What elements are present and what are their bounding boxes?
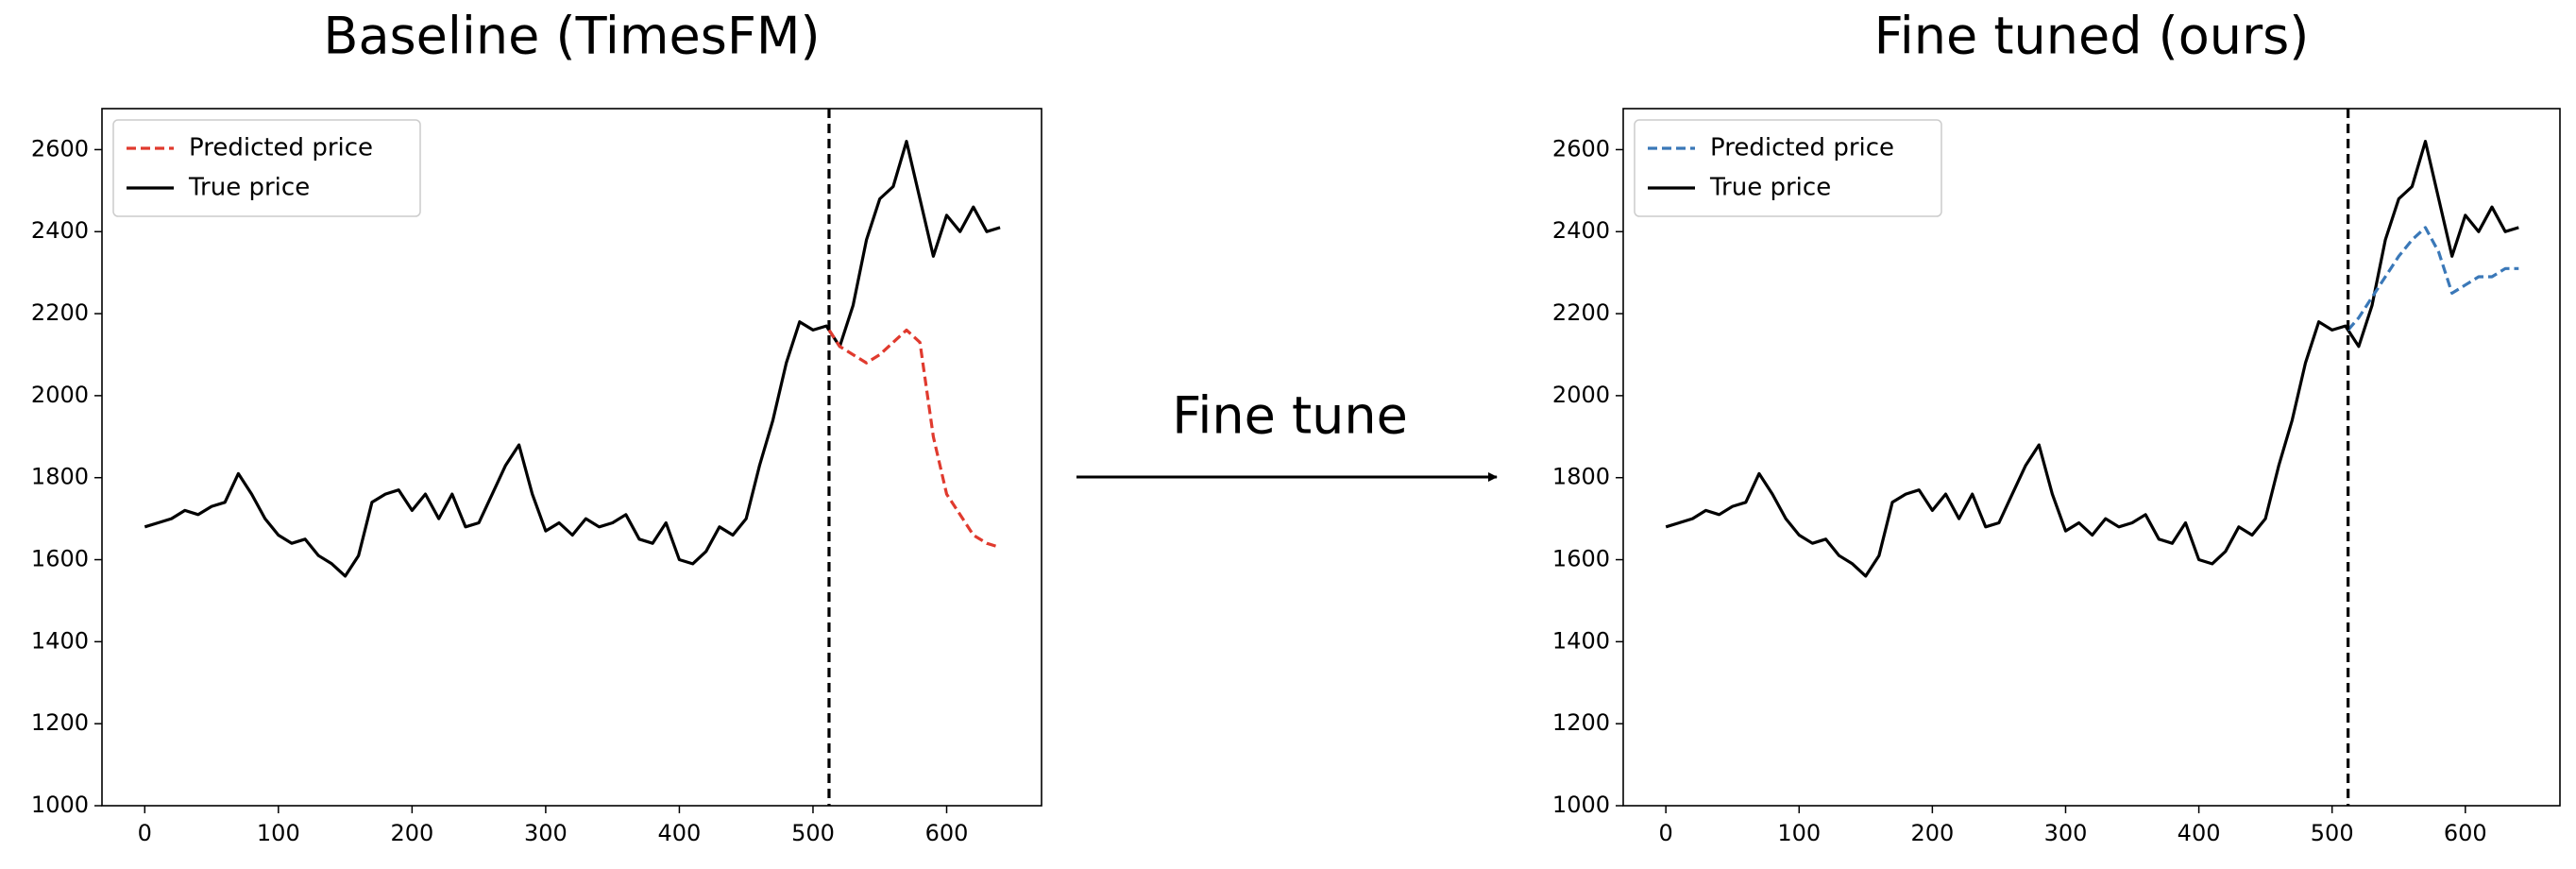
x-tick-label: 0 [1659, 820, 1673, 846]
x-tick-label: 300 [2044, 820, 2088, 846]
chart-title: Fine tuned (ours) [1874, 7, 2310, 66]
series-line [827, 328, 1001, 550]
y-tick-label: 1000 [1552, 792, 1610, 818]
y-tick-label: 2200 [31, 299, 89, 326]
series-line [2347, 226, 2519, 332]
y-tick-label: 2600 [31, 135, 89, 162]
x-tick-label: 600 [2444, 820, 2487, 846]
x-tick-label: 500 [2311, 820, 2354, 846]
y-tick-label: 1600 [31, 546, 89, 572]
x-tick-label: 500 [791, 820, 835, 846]
annotation: Fine tune [1172, 386, 1408, 446]
chart-title: Baseline (TimesFM) [323, 7, 820, 66]
y-tick-label: 2000 [1552, 382, 1610, 408]
y-tick-label: 1400 [1552, 627, 1610, 654]
y-tick-label: 2600 [1552, 135, 1610, 162]
series-line [144, 140, 1001, 578]
y-tick-label: 1400 [31, 627, 89, 654]
y-tick-label: 2000 [31, 382, 89, 408]
x-tick-label: 200 [390, 820, 433, 846]
legend-label: True price [188, 174, 310, 202]
plot-frame [1622, 108, 2561, 807]
series-line [1665, 140, 2519, 578]
x-tick-label: 200 [1910, 820, 1954, 846]
x-tick-label: 100 [1777, 820, 1821, 846]
legend-label: Predicted price [1710, 134, 1894, 162]
y-tick-label: 1600 [1552, 546, 1610, 572]
legend-box [1634, 119, 1942, 217]
plot-frame [101, 108, 1042, 807]
x-tick-label: 400 [658, 820, 702, 846]
y-tick-label: 2400 [1552, 217, 1610, 244]
y-tick-label: 2400 [31, 217, 89, 244]
x-tick-label: 100 [257, 820, 300, 846]
y-tick-label: 1200 [1552, 709, 1610, 736]
y-tick-label: 1800 [1552, 464, 1610, 490]
x-tick-label: 400 [2178, 820, 2221, 846]
y-tick-label: 2200 [1552, 299, 1610, 326]
x-tick-label: 300 [524, 820, 568, 846]
x-tick-label: 0 [138, 820, 152, 846]
y-tick-label: 1800 [31, 464, 89, 490]
x-tick-label: 600 [925, 820, 969, 846]
legend-label: Predicted price [189, 134, 373, 162]
y-tick-label: 1200 [31, 709, 89, 736]
legend-label: True price [1709, 174, 1831, 202]
legend-box [112, 119, 421, 217]
y-tick-label: 1000 [31, 792, 89, 818]
